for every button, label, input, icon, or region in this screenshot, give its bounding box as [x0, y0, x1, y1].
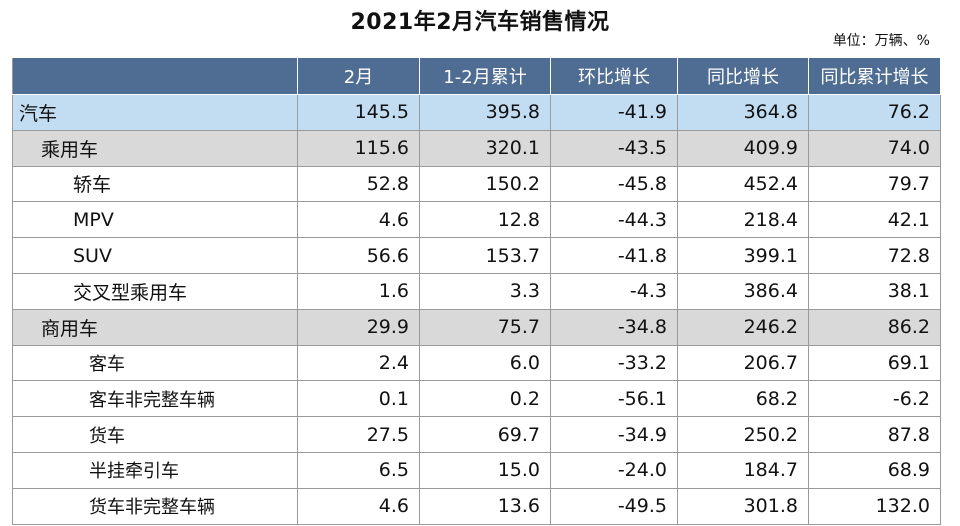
- table-cell: 72.8: [808, 237, 941, 274]
- header-cell: 同比增长: [677, 57, 809, 95]
- table-cell: 452.4: [677, 165, 809, 203]
- table-cell: -56.1: [550, 380, 678, 418]
- table-row: 轿车 52.8 150.2 -45.8 452.4 79.7: [12, 165, 941, 203]
- table-cell: 29.9: [297, 308, 420, 346]
- table-cell: 12.8: [419, 201, 551, 239]
- table-cell: 3.3: [419, 272, 551, 310]
- table-cell: 4.6: [297, 201, 420, 239]
- row-label: SUV: [12, 237, 298, 274]
- header-cell: 同比累计增长: [808, 57, 941, 95]
- row-label: 客车非完整车辆: [12, 380, 298, 418]
- page-title: 2021年2月汽车销售情况: [350, 10, 610, 35]
- table-cell: 395.8: [419, 94, 551, 131]
- table-cell: 150.2: [419, 165, 551, 203]
- table-cell: 246.2: [677, 308, 809, 346]
- row-label: 货车非完整车辆: [12, 487, 298, 525]
- sales-table: 2月 1-2月累计 环比增长 同比增长 同比累计增长 汽车 145.5 395.8-…: [12, 57, 941, 525]
- table-cell: 145.5: [297, 94, 420, 131]
- table-row: 货车 27.5 69.7 -34.9 250.2 87.8: [12, 416, 941, 453]
- table-row: MPV 4.6 12.8 -44.3 218.4 42.1: [12, 201, 941, 239]
- header-cell: 2月: [297, 57, 420, 95]
- row-label: 半挂牵引车: [12, 451, 298, 489]
- table-cell: 184.7: [677, 451, 809, 489]
- table-cell: -41.8: [550, 237, 678, 274]
- table-cell: 52.8: [297, 165, 420, 203]
- table-cell: 206.7: [677, 344, 809, 382]
- row-label: 乘用车: [12, 129, 298, 167]
- table-row: 乘用车 115.6 320.1 -43.5 409.9 74.0: [12, 129, 941, 167]
- table-cell: 386.4: [677, 272, 809, 310]
- table-cell: 320.1: [419, 129, 551, 167]
- table-cell: 15.0: [419, 451, 551, 489]
- table-cell: 2.4: [297, 344, 420, 382]
- table-cell: -34.8: [550, 308, 678, 346]
- table-cell: 301.8: [677, 487, 809, 525]
- table-cell: -41.9: [550, 94, 678, 131]
- table-cell: 0.2: [419, 380, 551, 418]
- table-cell: 27.5: [297, 416, 420, 453]
- table-cell: 79.7: [808, 165, 941, 203]
- table-cell: -24.0: [550, 451, 678, 489]
- table-cell: 42.1: [808, 201, 941, 239]
- table-row: 商用车 29.9 75.7 -34.8 246.2 86.2: [12, 308, 941, 346]
- table-row: 交叉型乘用车 1.6 3.3 -4.3 386.4 38.1: [12, 272, 941, 310]
- table-row: 客车 2.4 6.0 -33.2 206.7 69.1: [12, 344, 941, 382]
- table-cell: 56.6: [297, 237, 420, 274]
- unit-note: 单位：万辆、%: [832, 33, 930, 49]
- row-label: MPV: [12, 201, 298, 239]
- table-cell: -44.3: [550, 201, 678, 239]
- header-cell: [12, 57, 298, 95]
- table-cell: 218.4: [677, 201, 809, 239]
- table-cell: 68.9: [808, 451, 941, 489]
- table-cell: 68.2: [677, 380, 809, 418]
- table-cell: 6.0: [419, 344, 551, 382]
- table-cell: 6.5: [297, 451, 420, 489]
- table-cell: -33.2: [550, 344, 678, 382]
- table-row: 半挂牵引车 6.5 15.0 -24.0 184.7 68.9: [12, 451, 941, 489]
- table-cell: -6.2: [808, 380, 941, 418]
- table-cell: -49.5: [550, 487, 678, 525]
- table-row: 货车非完整车辆 4.6 13.6 -49.5 301.8 132.0: [12, 487, 941, 525]
- table-cell: -45.8: [550, 165, 678, 203]
- row-label: 交叉型乘用车: [12, 272, 298, 310]
- table-cell: 69.7: [419, 416, 551, 453]
- table-cell: 364.8: [677, 94, 809, 131]
- table-cell: 1.6: [297, 272, 420, 310]
- table-row: 汽车 145.5 395.8 -41.9 364.8 76.2: [12, 94, 941, 131]
- table-cell: 75.7: [419, 308, 551, 346]
- table-cell: 76.2: [808, 94, 941, 131]
- table-cell: 250.2: [677, 416, 809, 453]
- table-cell: 0.1: [297, 380, 420, 418]
- table-cell: 115.6: [297, 129, 420, 167]
- table-cell: 86.2: [808, 308, 941, 346]
- table-cell: 13.6: [419, 487, 551, 525]
- table-cell: 132.0: [808, 487, 941, 525]
- row-label: 汽车: [12, 94, 298, 131]
- table-cell: 74.0: [808, 129, 941, 167]
- row-label: 轿车: [12, 165, 298, 203]
- table-cell: 69.1: [808, 344, 941, 382]
- header-cell: 1-2月累计: [419, 57, 551, 95]
- table-cell: 399.1: [677, 237, 809, 274]
- table-cell: 4.6: [297, 487, 420, 525]
- row-label: 商用车: [12, 308, 298, 346]
- table-cell: -43.5: [550, 129, 678, 167]
- table-cell: 153.7: [419, 237, 551, 274]
- row-label: 客车: [12, 344, 298, 382]
- table-row: 客车非完整车辆 0.1 0.2 -56.1 68.2 -6.2: [12, 380, 941, 418]
- table-cell: 87.8: [808, 416, 941, 453]
- table-header-row: 2月 1-2月累计 环比增长 同比增长 同比累计增长: [12, 57, 941, 95]
- row-label: 货车: [12, 416, 298, 453]
- table-cell: 409.9: [677, 129, 809, 167]
- header-cell: 环比增长: [550, 57, 678, 95]
- table-cell: 38.1: [808, 272, 941, 310]
- table-cell: -34.9: [550, 416, 678, 453]
- table-cell: -4.3: [550, 272, 678, 310]
- table-row: SUV 56.6 153.7 -41.8 399.1 72.8: [12, 237, 941, 274]
